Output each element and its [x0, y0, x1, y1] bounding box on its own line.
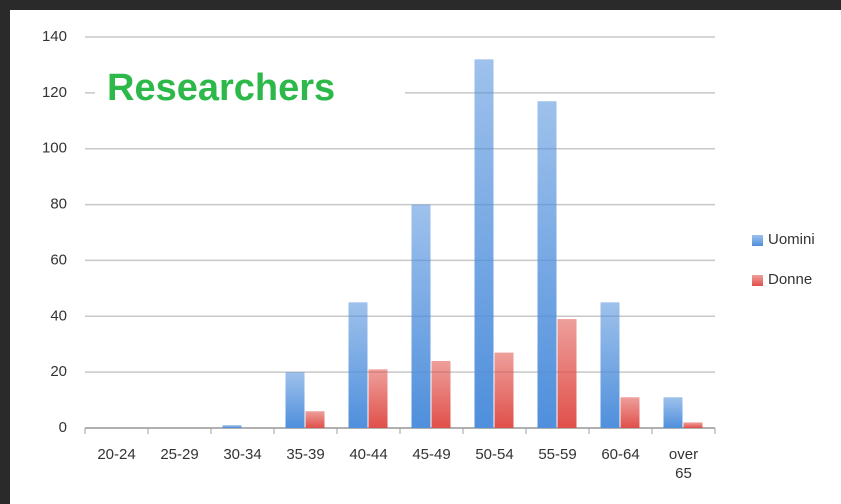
x-tick-label: 25-29 — [160, 446, 199, 463]
y-tick-label: 60 — [50, 251, 67, 268]
x-tick-label: 30-34 — [223, 446, 262, 463]
y-tick-label: 120 — [42, 84, 67, 101]
bar — [683, 422, 703, 428]
bar — [348, 302, 368, 428]
x-tick-label: 45-49 — [412, 446, 451, 463]
legend-swatch — [752, 235, 763, 246]
legend-label: Uomini — [768, 231, 815, 248]
title-background — [95, 62, 405, 118]
legend-label: Donne — [768, 271, 812, 288]
bar — [285, 372, 305, 428]
bar — [494, 352, 514, 428]
legend-swatch — [752, 275, 763, 286]
y-tick-label: 140 — [42, 28, 67, 45]
chart-title: Researchers — [107, 67, 335, 109]
x-tick-label: 40-44 — [349, 446, 388, 463]
y-tick-label: 100 — [42, 140, 67, 157]
x-tick-label: 20-24 — [97, 446, 136, 463]
bar — [411, 204, 431, 428]
y-tick-label: 80 — [50, 196, 67, 213]
bar — [663, 397, 683, 428]
y-tick-label: 0 — [59, 419, 67, 436]
bar — [600, 302, 620, 428]
x-tick-label: over 65 — [668, 446, 699, 482]
y-tick-label: 40 — [50, 307, 67, 324]
bar — [620, 397, 640, 428]
x-tick-label: 55-59 — [538, 446, 577, 463]
y-tick-label: 20 — [50, 363, 67, 380]
x-tick-label: 35-39 — [286, 446, 325, 463]
bar — [305, 411, 325, 428]
x-tick-label: 60-64 — [601, 446, 640, 463]
bar — [431, 360, 451, 428]
bar — [537, 101, 557, 428]
bar — [557, 319, 577, 428]
x-tick-label: 50-54 — [475, 446, 514, 463]
bar — [222, 425, 242, 428]
bar — [474, 59, 494, 428]
bar — [368, 369, 388, 428]
